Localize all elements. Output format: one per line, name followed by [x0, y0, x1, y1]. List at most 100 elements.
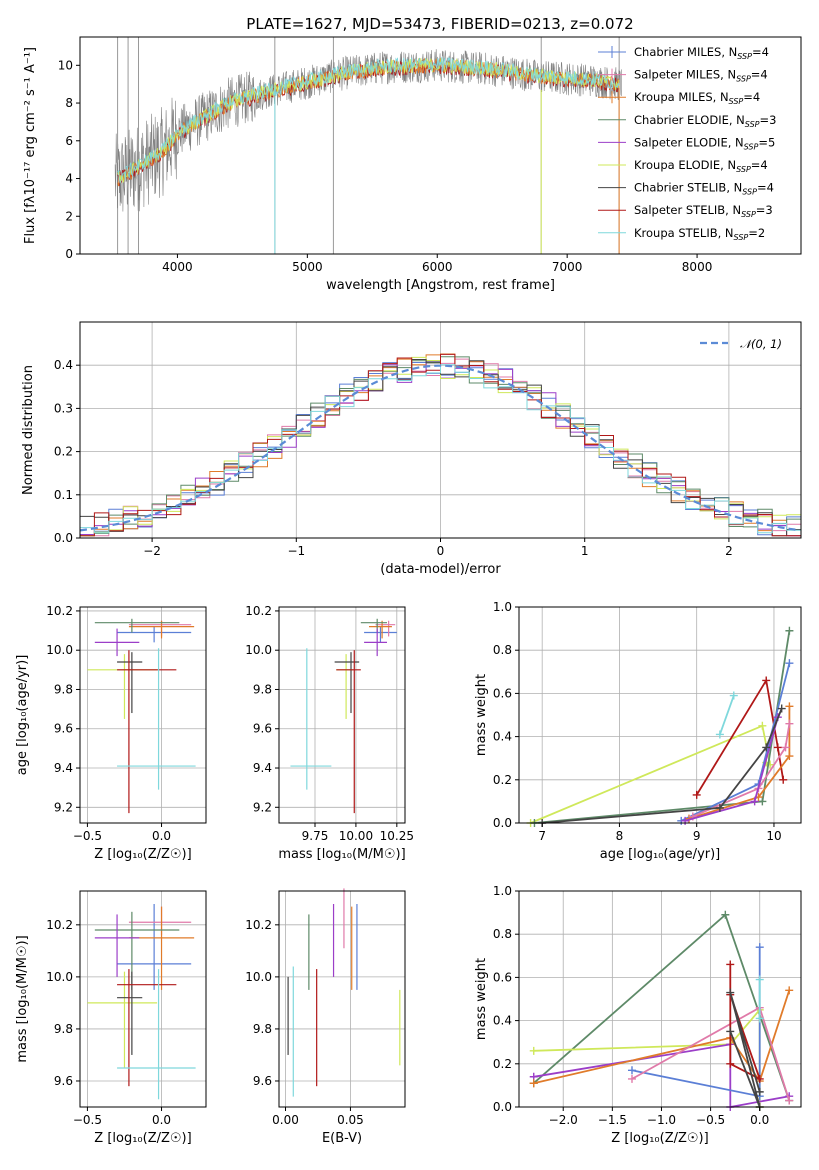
series-marker	[681, 816, 690, 825]
axes-frame	[278, 890, 406, 1108]
series-salpeter_stelib	[692, 676, 788, 799]
y-tick-label: 9.6	[253, 722, 272, 736]
series-salpeter_elodie	[681, 713, 782, 825]
plot-area	[114, 37, 622, 254]
legend-entry: Chabrier MILES, NSSP=4	[598, 45, 769, 61]
legend-entry: Kroupa STELIB, NSSP=2	[598, 226, 765, 242]
y-tick-label: 9.6	[54, 1074, 73, 1088]
series-chabrier_stelib	[538, 704, 786, 827]
x-tick-label: 0.00	[272, 1113, 299, 1127]
series-marker	[779, 775, 788, 784]
point-chabrier_elodie	[94, 618, 180, 633]
x-tick-label: −0.5	[696, 1113, 725, 1127]
legend-entry: Salpeter ELODIE, NSSP=5	[598, 135, 775, 151]
series-line	[534, 630, 791, 824]
panel-age_vs_mass: 9.75 10.00 10.25 9.2 9.4 9.6 9.8 10.0 10.2 mass […	[245, 604, 414, 862]
point-kroupa_stelib	[290, 648, 332, 790]
point-salpeter_stelib	[117, 969, 177, 1087]
y-tick-label: 0.4	[493, 730, 512, 744]
x-tick-label: 2	[725, 544, 733, 558]
y-tick-label: 10.2	[245, 604, 272, 618]
series-line	[692, 723, 791, 818]
series-marker	[758, 797, 767, 806]
point-kroupa_stelib	[117, 648, 196, 790]
x-tick-label: 10.25	[380, 829, 414, 843]
y-tick-label: 9.8	[54, 1022, 73, 1036]
axes-frame	[79, 606, 207, 824]
series-marker	[529, 1046, 538, 1055]
point-salpeter_elodie	[94, 914, 140, 977]
series-marker	[785, 702, 794, 711]
point-chabrier_stelib	[334, 652, 360, 714]
point-chabrier_stelib	[117, 652, 143, 714]
axes-frame	[79, 36, 802, 255]
legend-label: Salpeter STELIB, NSSP=3	[634, 203, 773, 219]
point-salpeter_elodie	[364, 628, 387, 657]
series-marker	[750, 797, 759, 806]
y-tick-label: 10.0	[46, 970, 73, 984]
panel-mass_vs_ebv: 0.00 0.05 9.6 9.8 10.0 10.2 E(B-V)	[245, 888, 406, 1146]
series-marker	[785, 659, 794, 668]
series-marker	[785, 626, 794, 635]
y-tick-label: 0.8	[493, 927, 512, 941]
series-marker	[785, 986, 794, 995]
y-tick-label: 0.1	[54, 488, 73, 502]
y-tick-label: 0.0	[493, 816, 512, 830]
x-tick-label: 0	[437, 544, 445, 558]
point-kroupa_elodie	[87, 971, 158, 1068]
point-salpeter_elodie	[94, 628, 140, 657]
series-marker	[726, 960, 735, 969]
x-tick-label: 0.05	[337, 1113, 364, 1127]
plot-area	[287, 888, 401, 1097]
panel-mass_vs_Z: −0.5 0.0 9.6 9.8 10.0 10.2 Z [log₁₀(Z/Z☉)] mass…	[15, 890, 207, 1146]
y-tick-label: 9.6	[253, 1074, 272, 1088]
x-tick-label: −0.5	[73, 1113, 102, 1127]
y-tick-label: 9.8	[54, 682, 73, 696]
y-tick-label: 10.2	[245, 918, 272, 932]
legend-entry: Kroupa MILES, NSSP=4	[598, 90, 760, 106]
series-marker	[755, 1014, 764, 1023]
series-marker	[529, 1079, 538, 1088]
x-tick-label: −0.5	[73, 829, 102, 843]
x-tick-label: −2.0	[549, 1113, 578, 1127]
y-tick-label: 0.3	[54, 401, 73, 415]
x-axis-label: mass [log₁₀(M/M☉)]	[278, 847, 405, 862]
plot-area	[526, 626, 794, 827]
x-axis-label: wavelength [Angstrom, rest frame]	[326, 278, 555, 293]
y-tick-label: 0.8	[493, 643, 512, 657]
normal-curve	[79, 364, 799, 532]
legend-label: Chabrier STELIB, NSSP=4	[634, 181, 774, 197]
point-salpeter_stelib	[117, 650, 177, 814]
legend-label: Salpeter ELODIE, NSSP=5	[634, 135, 775, 151]
point-salpeter_stelib	[336, 650, 361, 814]
legend-entry: Salpeter MILES, NSSP=4	[598, 68, 768, 84]
point-chabrier_miles	[117, 904, 192, 990]
y-tick-label: 9.8	[253, 1022, 272, 1036]
series-marker	[777, 704, 786, 713]
x-tick-label: 8000	[682, 260, 713, 274]
x-tick-label: −1.0	[647, 1113, 676, 1127]
point-salpeter_miles	[375, 620, 396, 637]
y-axis-label: Normed distribution	[21, 365, 36, 495]
y-tick-label: 0.2	[493, 773, 512, 787]
series-kroupa_stelib	[755, 975, 764, 1023]
y-tick-label: 10.2	[46, 918, 73, 932]
series-marker	[755, 1074, 764, 1083]
series-marker	[715, 803, 724, 812]
series-salpeter_stelib	[726, 960, 764, 1083]
x-tick-label: 1	[581, 544, 589, 558]
x-tick-label: 7000	[552, 260, 583, 274]
series-line	[530, 724, 772, 824]
y-tick-label: 9.4	[253, 761, 272, 775]
y-tick-label: 9.8	[253, 682, 272, 696]
legend-label: Salpeter MILES, NSSP=4	[634, 68, 768, 84]
x-tick-label: 5000	[292, 260, 323, 274]
series-marker	[762, 743, 771, 752]
series-marker	[715, 730, 724, 739]
y-axis-label: mass [log₁₀(M/M☉)]	[15, 935, 30, 1062]
legend-entry: Chabrier ELODIE, NSSP=3	[598, 113, 776, 129]
series-marker	[785, 752, 794, 761]
axes-frame	[518, 606, 802, 824]
